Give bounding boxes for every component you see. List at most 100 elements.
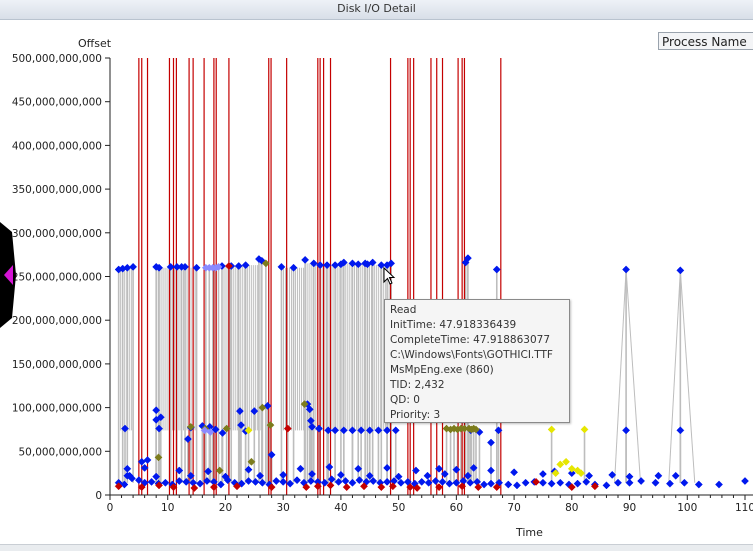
io-point[interactable]: [305, 405, 314, 414]
io-point[interactable]: [602, 481, 611, 490]
io-point[interactable]: [222, 424, 231, 433]
io-point[interactable]: [152, 472, 161, 481]
collapse-handle-icon[interactable]: [0, 222, 16, 328]
io-point[interactable]: [152, 406, 161, 415]
io-point[interactable]: [590, 482, 599, 491]
io-point[interactable]: [283, 424, 292, 433]
io-point[interactable]: [156, 413, 165, 422]
io-point[interactable]: [348, 426, 357, 435]
io-point[interactable]: [316, 261, 325, 270]
io-point[interactable]: [651, 478, 660, 487]
io-point[interactable]: [147, 477, 156, 486]
io-point[interactable]: [279, 477, 288, 486]
io-point[interactable]: [654, 471, 663, 480]
io-point[interactable]: [532, 477, 540, 486]
io-point[interactable]: [622, 426, 631, 435]
io-point[interactable]: [472, 425, 480, 434]
io-point[interactable]: [438, 477, 447, 486]
scrollbar-strip[interactable]: [0, 544, 753, 551]
io-point[interactable]: [244, 426, 253, 435]
io-point[interactable]: [186, 422, 195, 431]
io-point[interactable]: [412, 466, 420, 475]
io-point[interactable]: [237, 421, 245, 430]
io-point[interactable]: [324, 426, 333, 435]
io-point[interactable]: [567, 464, 576, 473]
io-point[interactable]: [573, 466, 582, 475]
io-point[interactable]: [296, 464, 305, 473]
io-point[interactable]: [365, 426, 374, 435]
io-point[interactable]: [469, 463, 478, 472]
io-point[interactable]: [741, 477, 749, 485]
io-point[interactable]: [513, 481, 521, 490]
io-point[interactable]: [256, 471, 265, 480]
io-point[interactable]: [492, 483, 501, 492]
io-point[interactable]: [334, 477, 343, 486]
io-point[interactable]: [582, 477, 591, 486]
io-point[interactable]: [680, 478, 689, 487]
io-point[interactable]: [247, 457, 256, 466]
io-point[interactable]: [129, 262, 138, 271]
io-point[interactable]: [396, 478, 405, 487]
io-point[interactable]: [637, 477, 646, 485]
io-point[interactable]: [492, 265, 501, 274]
io-point[interactable]: [383, 463, 392, 472]
io-point[interactable]: [121, 424, 129, 433]
io-point[interactable]: [585, 471, 594, 480]
io-point[interactable]: [267, 483, 276, 492]
io-point[interactable]: [169, 483, 178, 492]
io-point[interactable]: [348, 259, 357, 268]
io-point[interactable]: [279, 470, 288, 479]
io-point[interactable]: [308, 422, 316, 431]
io-point[interactable]: [383, 426, 392, 435]
io-point[interactable]: [182, 477, 191, 486]
io-point[interactable]: [237, 479, 246, 488]
io-point[interactable]: [309, 259, 318, 268]
io-point[interactable]: [221, 472, 230, 481]
io-point[interactable]: [474, 483, 483, 492]
io-point[interactable]: [504, 480, 513, 489]
io-point[interactable]: [368, 258, 377, 267]
io-point[interactable]: [666, 479, 674, 488]
io-point[interactable]: [556, 478, 565, 487]
io-point[interactable]: [183, 435, 192, 444]
io-point[interactable]: [466, 478, 475, 487]
io-point[interactable]: [614, 478, 622, 487]
io-point[interactable]: [671, 471, 680, 480]
io-point[interactable]: [339, 426, 348, 435]
io-point[interactable]: [452, 478, 461, 487]
io-point[interactable]: [480, 480, 489, 489]
io-point[interactable]: [204, 467, 213, 476]
io-point[interactable]: [216, 480, 225, 489]
io-point[interactable]: [241, 261, 250, 270]
io-point[interactable]: [325, 463, 334, 471]
io-point[interactable]: [224, 262, 233, 270]
io-point[interactable]: [123, 471, 132, 480]
io-point[interactable]: [369, 477, 378, 485]
io-point[interactable]: [166, 262, 175, 271]
io-point[interactable]: [272, 477, 281, 485]
io-point[interactable]: [277, 262, 286, 271]
io-point[interactable]: [306, 477, 315, 485]
io-point[interactable]: [551, 469, 560, 478]
io-point[interactable]: [300, 400, 309, 409]
io-point[interactable]: [360, 482, 368, 491]
io-point[interactable]: [286, 479, 295, 488]
io-point[interactable]: [234, 262, 243, 270]
io-point[interactable]: [155, 481, 164, 490]
io-point[interactable]: [137, 483, 146, 492]
io-point[interactable]: [556, 460, 565, 469]
io-point[interactable]: [435, 483, 443, 492]
io-point[interactable]: [413, 484, 422, 492]
io-point[interactable]: [313, 482, 322, 491]
io-point[interactable]: [244, 465, 253, 474]
io-point[interactable]: [494, 426, 503, 435]
io-point[interactable]: [175, 466, 184, 475]
io-point[interactable]: [244, 477, 253, 485]
io-point[interactable]: [406, 483, 415, 492]
io-point[interactable]: [423, 471, 432, 480]
io-point[interactable]: [487, 438, 495, 447]
io-point[interactable]: [608, 470, 617, 479]
io-point[interactable]: [140, 463, 149, 472]
io-point[interactable]: [431, 477, 440, 485]
io-point[interactable]: [143, 456, 152, 464]
